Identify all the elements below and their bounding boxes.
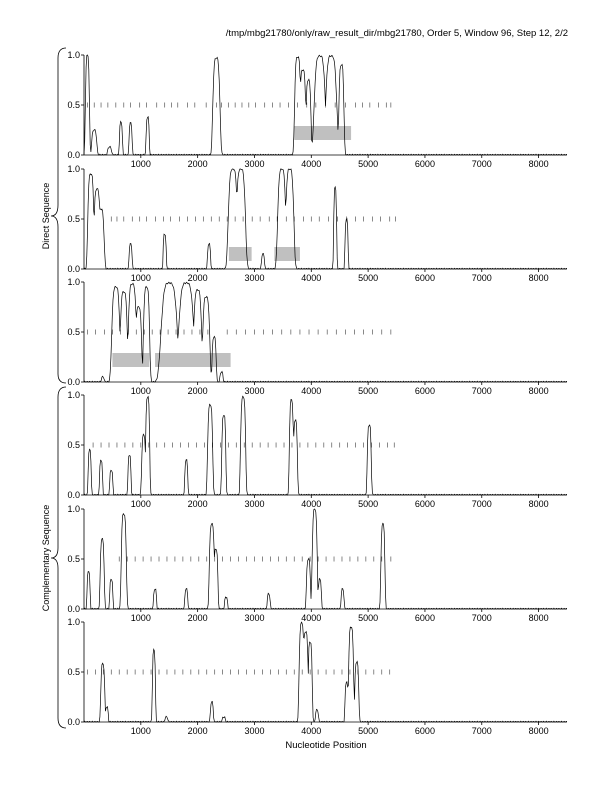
y-tick-label: 1.0 (67, 504, 80, 514)
x-axis-label: Nucleotide Position (285, 740, 366, 751)
x-tick-label: 3000 (244, 386, 264, 396)
y-tick-label: 1.0 (67, 277, 80, 287)
x-tick-label: 1000 (131, 726, 151, 736)
x-tick-label: 1000 (131, 613, 151, 623)
y-tick-label: 0.0 (67, 377, 80, 387)
panel-3: 0.0 0.5 1.0 1000 2000 3000 4000 5000 6000 7000 800… (67, 277, 568, 396)
x-tick-label: 5000 (358, 386, 378, 396)
y-tick-label: 0.5 (67, 214, 80, 224)
x-tick-label: 7000 (472, 159, 492, 169)
y-tick-label: 0.0 (67, 490, 80, 500)
gene-band (294, 126, 352, 140)
y-tick-label: 1.0 (67, 50, 80, 60)
y-tick-label: 1.0 (67, 390, 80, 400)
x-tick-label: 6000 (415, 273, 435, 283)
x-tick-label: 2000 (188, 726, 208, 736)
x-tick-label: 4000 (301, 613, 321, 623)
x-tick-label: 8000 (529, 726, 549, 736)
x-tick-label: 1000 (131, 499, 151, 509)
x-tick-label: 2000 (188, 159, 208, 169)
y-tick-label: 0.5 (67, 100, 80, 110)
x-tick-label: 7000 (472, 499, 492, 509)
panel-1: 0.0 0.5 1.0 1000 2000 3000 4000 5000 6000 7000 800… (67, 50, 568, 169)
x-tick-label: 7000 (472, 386, 492, 396)
x-tick-label: 3000 (244, 499, 264, 509)
y-tick-label: 0.0 (67, 150, 80, 160)
x-tick-label: 2000 (188, 613, 208, 623)
x-tick-label: 7000 (472, 273, 492, 283)
x-tick-label: 3000 (244, 613, 264, 623)
x-tick-label: 5000 (358, 726, 378, 736)
x-tick-label: 8000 (529, 499, 549, 509)
y-tick-label: 1.0 (67, 617, 80, 627)
y-tick-label: 0.0 (67, 717, 80, 727)
x-tick-label: 7000 (472, 726, 492, 736)
direct-sequence-brace (50, 47, 67, 384)
y-tick-label: 0.0 (67, 604, 80, 614)
x-tick-label: 7000 (472, 613, 492, 623)
x-tick-label: 6000 (415, 613, 435, 623)
x-tick-label: 4000 (301, 386, 321, 396)
plot-title: /tmp/mbg21780/only/raw_result_dir/mbg217… (226, 28, 568, 39)
x-tick-label: 5000 (358, 159, 378, 169)
gene-band (155, 353, 231, 367)
x-tick-label: 8000 (529, 386, 549, 396)
probability-trace (83, 281, 568, 383)
x-tick-label: 5000 (358, 613, 378, 623)
x-tick-label: 4000 (301, 726, 321, 736)
x-tick-label: 8000 (529, 159, 549, 169)
x-tick-label: 3000 (244, 159, 264, 169)
panel-4: 0.0 0.5 1.0 1000 2000 3000 4000 5000 6000 7000 800… (67, 390, 568, 509)
x-tick-label: 5000 (358, 499, 378, 509)
probability-trace (83, 621, 568, 723)
x-tick-label: 3000 (244, 726, 264, 736)
x-tick-label: 6000 (415, 386, 435, 396)
gene-band (112, 353, 150, 367)
x-tick-label: 6000 (415, 159, 435, 169)
x-tick-label: 6000 (415, 726, 435, 736)
x-tick-label: 1000 (131, 273, 151, 283)
y-tick-label: 0.5 (67, 327, 80, 337)
panel-6: 0.0 0.5 1.0 1000 2000 3000 4000 5000 6000 7000 800… (67, 617, 568, 736)
complementary-sequence-brace (50, 386, 67, 729)
y-tick-label: 0.0 (67, 264, 80, 274)
x-tick-label: 5000 (358, 273, 378, 283)
complementary-sequence-label: Complementary Sequence (41, 505, 51, 612)
x-tick-label: 8000 (529, 273, 549, 283)
y-tick-label: 1.0 (67, 164, 80, 174)
x-tick-label: 3000 (244, 273, 264, 283)
x-tick-label: 4000 (301, 499, 321, 509)
y-tick-label: 0.5 (67, 440, 80, 450)
direct-sequence-label: Direct Sequence (41, 183, 51, 250)
gene-band (274, 247, 300, 261)
x-tick-label: 2000 (188, 386, 208, 396)
x-tick-label: 1000 (131, 159, 151, 169)
x-tick-label: 2000 (188, 273, 208, 283)
panel-group: 0.0 0.5 1.0 1000 2000 3000 4000 5000 6000 7000 800… (67, 50, 568, 736)
x-tick-label: 1000 (131, 386, 151, 396)
gene-band (228, 247, 252, 261)
x-tick-label: 6000 (415, 499, 435, 509)
x-tick-label: 4000 (301, 273, 321, 283)
x-tick-label: 8000 (529, 613, 549, 623)
y-tick-label: 0.5 (67, 554, 80, 564)
panel-2: 0.0 0.5 1.0 1000 2000 3000 4000 5000 6000 7000 800… (67, 164, 568, 283)
x-tick-label: 4000 (301, 159, 321, 169)
probability-trace (83, 168, 568, 270)
x-tick-label: 2000 (188, 499, 208, 509)
y-tick-label: 0.5 (67, 667, 80, 677)
panel-5: 0.0 0.5 1.0 1000 2000 3000 4000 5000 6000 7000 800… (67, 504, 568, 623)
probability-trace (83, 508, 568, 610)
